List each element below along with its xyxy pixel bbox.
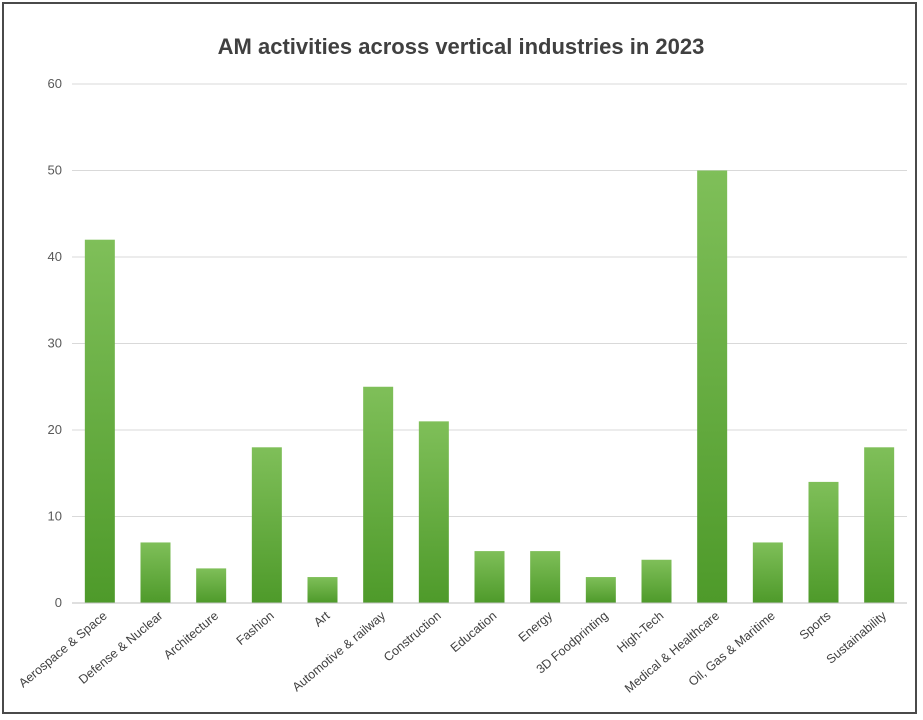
x-tick-label: Automotive & railway [290, 608, 389, 694]
y-tick-label: 60 [48, 76, 62, 91]
bar [140, 542, 171, 603]
y-tick-label: 50 [48, 163, 62, 178]
x-tick-label: High-Tech [614, 609, 666, 656]
bar [84, 239, 115, 603]
y-tick-label: 0 [55, 595, 62, 610]
x-tick-label: Fashion [234, 609, 277, 648]
bar [418, 421, 449, 603]
x-tick-label: Energy [516, 608, 556, 645]
y-tick-label: 40 [48, 249, 62, 264]
bar [808, 481, 839, 603]
bars [84, 170, 895, 603]
x-tick-label: Architecture [161, 609, 221, 663]
y-tick-label: 20 [48, 422, 62, 437]
chart-title: AM activities across vertical industries… [218, 34, 705, 59]
gridlines [72, 83, 907, 517]
bar [474, 551, 505, 603]
bar [196, 568, 227, 603]
bar [752, 542, 783, 603]
x-tick-label: Medical & Healthcare [622, 609, 722, 696]
bar [530, 551, 561, 603]
bar [363, 386, 394, 603]
bar [251, 447, 282, 603]
y-tick-label: 30 [48, 336, 62, 351]
y-tick-label: 10 [48, 509, 62, 524]
x-tick-label: Construction [381, 609, 444, 665]
bar [641, 559, 672, 603]
x-tick-label: Sports [797, 609, 834, 643]
bar [864, 447, 895, 603]
x-tick-label: Aerospace & Space [16, 609, 110, 691]
bar [307, 577, 338, 603]
x-tick-label: Education [448, 609, 500, 655]
bar [697, 170, 728, 603]
x-tick-label: Art [311, 608, 333, 629]
x-tick-label: Sustainability [824, 608, 890, 667]
bar [585, 577, 616, 603]
y-axis-ticks: 0 10 20 30 40 50 60 [48, 76, 62, 610]
